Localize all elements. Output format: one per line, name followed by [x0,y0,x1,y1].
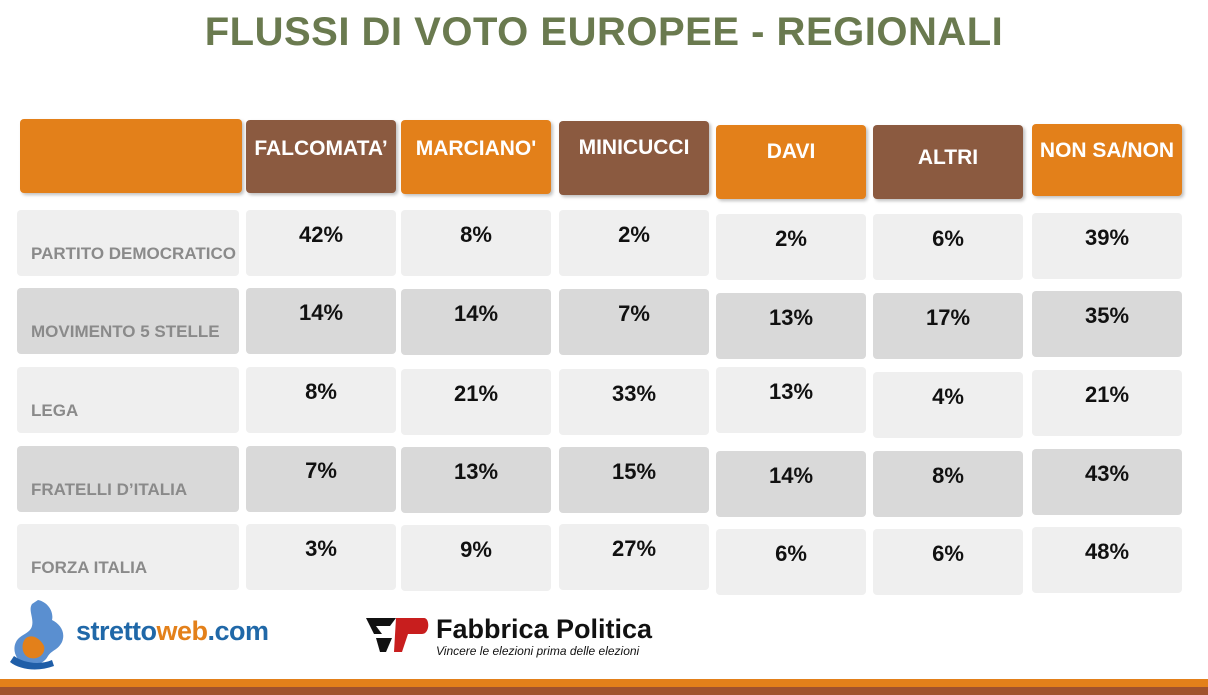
data-cell: 9% [401,525,551,591]
data-cell: 2% [716,214,866,280]
data-cell: 27% [559,524,709,590]
data-cell: 33% [559,369,709,435]
strettoweb-map-icon [10,600,64,670]
data-cell: 17% [873,293,1023,359]
data-cell: 8% [401,210,551,276]
data-cell: 6% [716,529,866,595]
column-header-3: MINICUCCI [559,121,709,195]
fabbrica-politica-name: Fabbrica Politica [436,614,653,644]
data-cell: 6% [873,529,1023,595]
strettoweb-wordmark: strettoweb.com [76,616,269,646]
row-label: MOVIMENTO 5 STELLE [17,288,239,354]
data-cell: 8% [873,451,1023,517]
data-cell: 13% [401,447,551,513]
column-header-1: FALCOMATA’ [246,120,396,193]
column-header-5: ALTRI [873,125,1023,199]
column-header-2: MARCIANO' [401,120,551,194]
strettoweb-logo: strettoweb.com [8,598,328,670]
data-cell: 7% [559,289,709,355]
data-cell: 21% [401,369,551,435]
data-cell: 13% [716,367,866,433]
row-label: PARTITO DEMOCRATICO [17,210,239,276]
row-label: LEGA [17,367,239,433]
data-cell: 8% [246,367,396,433]
data-cell: 39% [1032,213,1182,279]
data-cell: 3% [246,524,396,590]
data-cell: 2% [559,210,709,276]
footer-bar-orange [0,679,1208,687]
data-cell: 14% [246,288,396,354]
page-title: FLUSSI DI VOTO EUROPEE - REGIONALI [204,10,1004,54]
fabbrica-politica-mark-icon [366,618,429,652]
column-header-4: DAVI [716,125,866,199]
data-cell: 6% [873,214,1023,280]
data-cell: 14% [401,289,551,355]
column-header-6: NON SA/NON [1032,124,1182,196]
data-cell: 42% [246,210,396,276]
data-cell: 35% [1032,291,1182,357]
data-cell: 48% [1032,527,1182,593]
row-label: FRATELLI D’ITALIA [17,446,239,512]
row-label: FORZA ITALIA [17,524,239,590]
data-cell: 43% [1032,449,1182,515]
data-cell: 14% [716,451,866,517]
fabbrica-politica-logo: Fabbrica Politica Vincere le elezioni pr… [366,612,686,662]
data-cell: 13% [716,293,866,359]
data-cell: 4% [873,372,1023,438]
fabbrica-politica-tagline: Vincere le elezioni prima delle elezioni [436,644,640,658]
header-corner [20,119,242,193]
data-cell: 7% [246,446,396,512]
footer-bar-brown [0,687,1208,695]
data-cell: 21% [1032,370,1182,436]
data-cell: 15% [559,447,709,513]
